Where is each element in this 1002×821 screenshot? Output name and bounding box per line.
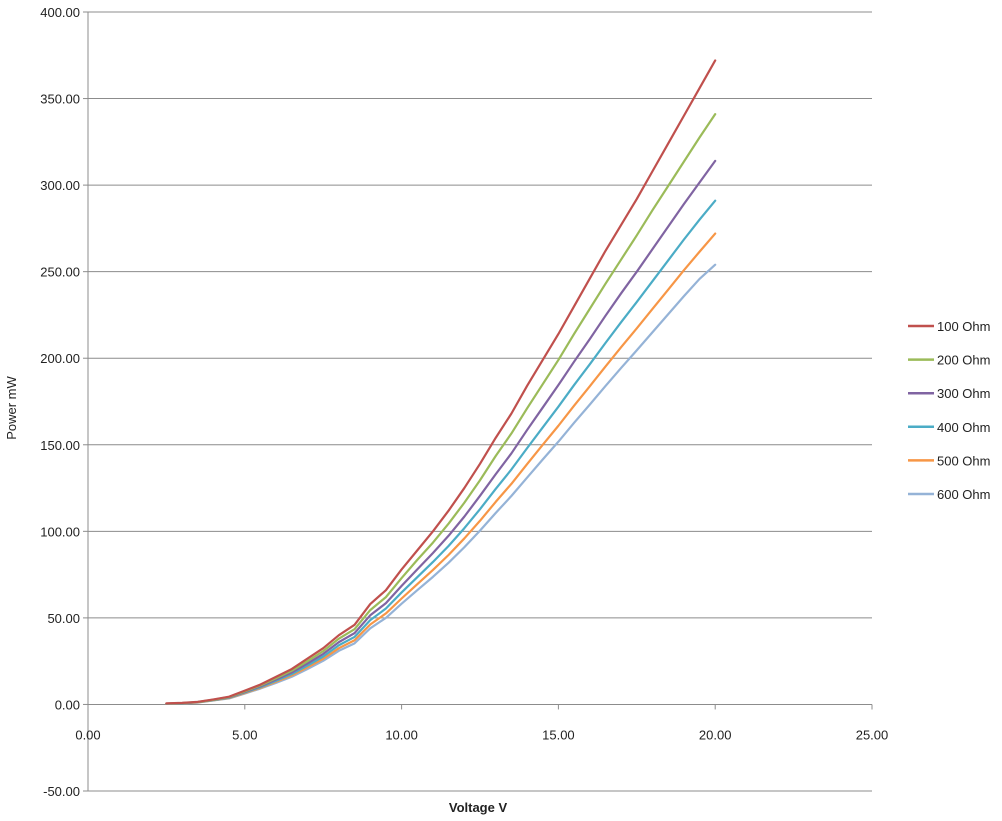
legend-label-400-ohm: 400 Ohm <box>937 420 990 435</box>
gridlines <box>88 11 872 792</box>
series-line-500-ohm <box>165 232 717 705</box>
y-tick-label-4: 150.00 <box>40 438 80 453</box>
legend-label-100-ohm: 100 Ohm <box>937 319 990 334</box>
legend-label-300-ohm: 300 Ohm <box>937 386 990 401</box>
legend: 100 Ohm 200 Ohm 300 Ohm 400 Ohm 500 Ohm 600 O… <box>908 319 990 502</box>
y-tick-label-5: 200.00 <box>40 351 80 366</box>
x-tick-labels: 0.00 5.00 10.00 15.00 20.00 25.00 <box>75 727 888 742</box>
legend-label-600-ohm: 600 Ohm <box>937 487 990 502</box>
x-axis-title: Voltage V <box>449 800 508 815</box>
x-tick-label-1: 5.00 <box>232 727 257 742</box>
axes <box>83 11 873 792</box>
legend-label-200-ohm: 200 Ohm <box>937 353 990 368</box>
x-tick-label-3: 15.00 <box>542 727 575 742</box>
x-tick-label-0: 0.00 <box>75 727 100 742</box>
series-lines <box>165 59 717 705</box>
x-tick-label-2: 10.00 <box>385 727 418 742</box>
legend-label-500-ohm: 500 Ohm <box>937 453 990 468</box>
y-tick-label-2: 50.00 <box>47 611 80 626</box>
series-line-100-ohm <box>165 59 717 705</box>
x-tick-label-5: 25.00 <box>856 727 889 742</box>
series-line-200-ohm <box>165 113 717 705</box>
y-tick-label-3: 100.00 <box>40 524 80 539</box>
y-tick-label-7: 300.00 <box>40 178 80 193</box>
y-axis-title: Power mW <box>4 375 19 439</box>
series-line-600-ohm <box>165 263 717 705</box>
y-tick-label-9: 400.00 <box>40 5 80 20</box>
x-tick-label-4: 20.00 <box>699 727 732 742</box>
y-tick-label-0: -50.00 <box>43 784 80 799</box>
y-tick-labels: -50.00 0.00 50.00 100.00 150.00 200.00 250.00 3… <box>40 5 80 799</box>
y-tick-label-8: 350.00 <box>40 92 80 107</box>
y-tick-label-1: 0.00 <box>55 697 80 712</box>
y-tick-label-6: 250.00 <box>40 265 80 280</box>
